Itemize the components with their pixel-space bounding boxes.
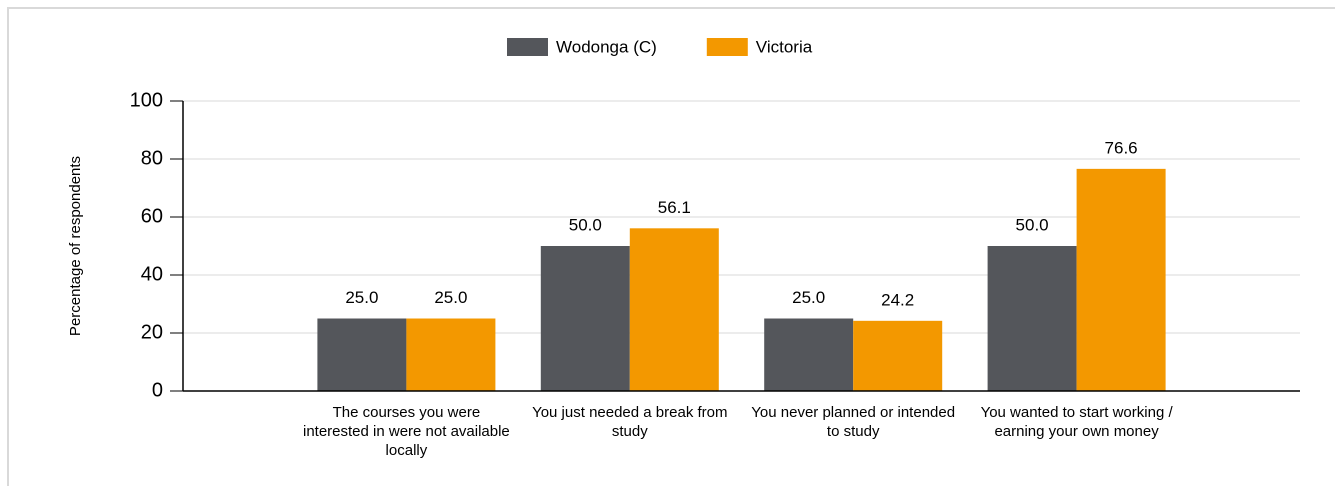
- bar: [764, 318, 854, 391]
- data-label: 24.2: [881, 290, 914, 309]
- frame: [7, 7, 1335, 486]
- y-tick-label: 20: [141, 321, 163, 343]
- legend-label: Victoria: [756, 37, 813, 56]
- data-label: 25.0: [345, 288, 378, 307]
- data-label: 50.0: [569, 215, 602, 234]
- x-tick-label: You just needed a break from study: [532, 404, 728, 440]
- y-tick-label: 60: [141, 205, 163, 227]
- legend-label: Wodonga (C): [556, 37, 657, 56]
- y-tick-label: 80: [141, 147, 163, 169]
- y-axis-label: Percentage of respondents: [67, 156, 84, 336]
- x-tick-label: You never planned or intended to study: [751, 404, 956, 440]
- bar: [406, 318, 496, 391]
- legend-swatch: [507, 38, 548, 56]
- bar: [540, 246, 630, 391]
- data-label: 76.6: [1105, 138, 1138, 157]
- y-tick-label: 100: [130, 89, 163, 111]
- x-tick-label: The courses you were interested in were …: [302, 404, 510, 459]
- y-tick-label: 40: [141, 263, 163, 285]
- bar: [317, 318, 407, 391]
- data-label: 25.0: [434, 288, 467, 307]
- bar: [1076, 168, 1166, 391]
- bar: [987, 246, 1077, 391]
- bar: [629, 228, 719, 391]
- x-tick-label: You wanted to start working / earning yo…: [980, 404, 1173, 440]
- data-label: 50.0: [1016, 215, 1049, 234]
- legend-swatch: [706, 38, 748, 56]
- data-label: 25.0: [792, 288, 825, 307]
- y-tick-label: 0: [152, 379, 163, 401]
- data-label: 56.1: [658, 198, 691, 217]
- bar: [853, 320, 943, 391]
